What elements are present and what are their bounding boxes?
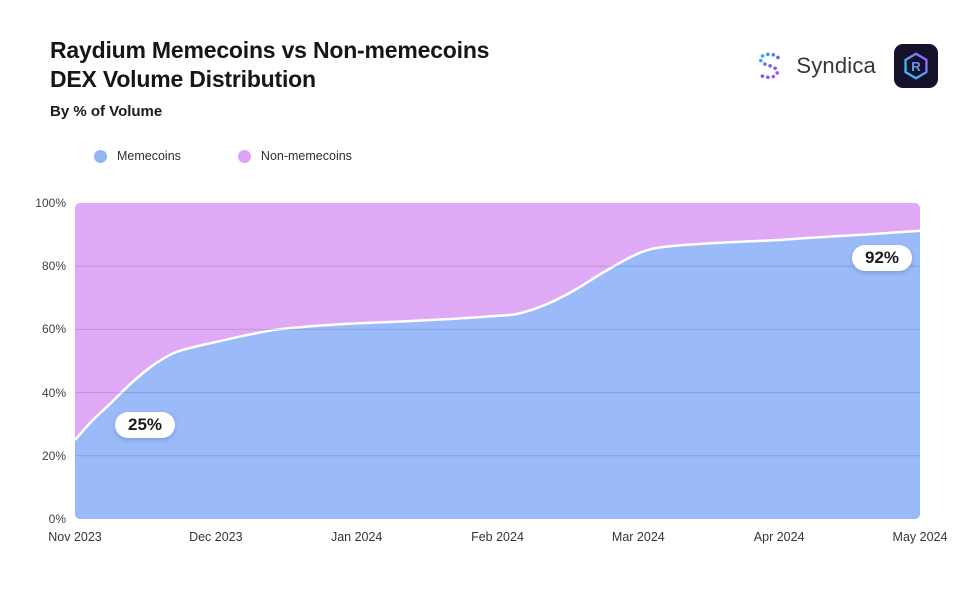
syndica-wordmark: Syndica xyxy=(796,53,876,78)
chart-subtitle: By % of Volume xyxy=(50,103,163,120)
y-axis-label: 100% xyxy=(35,196,66,210)
y-axis-label: 40% xyxy=(41,385,66,400)
data-label-end: 92% xyxy=(852,245,913,271)
page-title: Raydium Memecoins vs Non-memecoins DEX V… xyxy=(50,36,489,94)
y-axis-label: 60% xyxy=(41,322,66,337)
stacked-area-chart xyxy=(75,203,920,519)
x-axis-label: Feb 2024 xyxy=(471,530,524,544)
y-axis-label: 20% xyxy=(41,448,66,463)
gridlines xyxy=(75,265,920,457)
x-axis-label: Mar 2024 xyxy=(611,530,665,544)
chart-legend: Memecoins Non-memecoins xyxy=(94,149,352,163)
x-axis-label: Nov 2023 xyxy=(48,530,102,544)
legend-item-1: Non-memecoins xyxy=(237,149,352,163)
x-axis-label: May 2024 xyxy=(892,530,948,544)
x-axis: Nov 2023 Dec 2023 Jan 2024 Feb 2024 Mar 2024… xyxy=(0,530,972,550)
legend-dot-icon xyxy=(237,149,251,163)
legend-label: Memecoins xyxy=(117,149,181,163)
raydium-logo: R xyxy=(894,44,938,88)
y-axis-label: 0% xyxy=(48,512,66,526)
brand-logos: Syndica R xyxy=(751,44,938,88)
plot-area: 25% 92% xyxy=(75,203,920,519)
legend-label: Non-memecoins xyxy=(260,149,352,163)
y-axis: 100% 80% 60% 40% 20% 0% xyxy=(0,0,66,590)
x-axis-label: Jan 2024 xyxy=(330,530,383,544)
header-titles: Raydium Memecoins vs Non-memecoins DEX V… xyxy=(50,36,489,120)
memecoins-area xyxy=(75,230,920,519)
legend-dot-icon xyxy=(94,149,107,163)
legend-item-0: Memecoins xyxy=(94,149,181,163)
data-label-start: 25% xyxy=(115,412,176,438)
x-axis-label: Apr 2024 xyxy=(753,530,805,544)
series-boundary-line xyxy=(75,229,920,441)
y-axis-label: 80% xyxy=(41,259,66,274)
raydium-icon: R xyxy=(904,52,928,80)
page-title-line2: DEX Volume Distribution xyxy=(50,66,316,92)
syndica-icon xyxy=(758,52,781,80)
raydium-letter: R xyxy=(911,59,921,74)
x-axis-label: Dec 2023 xyxy=(189,530,243,544)
syndica-logo: Syndica xyxy=(751,48,876,84)
page-title-line1: Raydium Memecoins vs Non-memecoins xyxy=(50,37,490,63)
